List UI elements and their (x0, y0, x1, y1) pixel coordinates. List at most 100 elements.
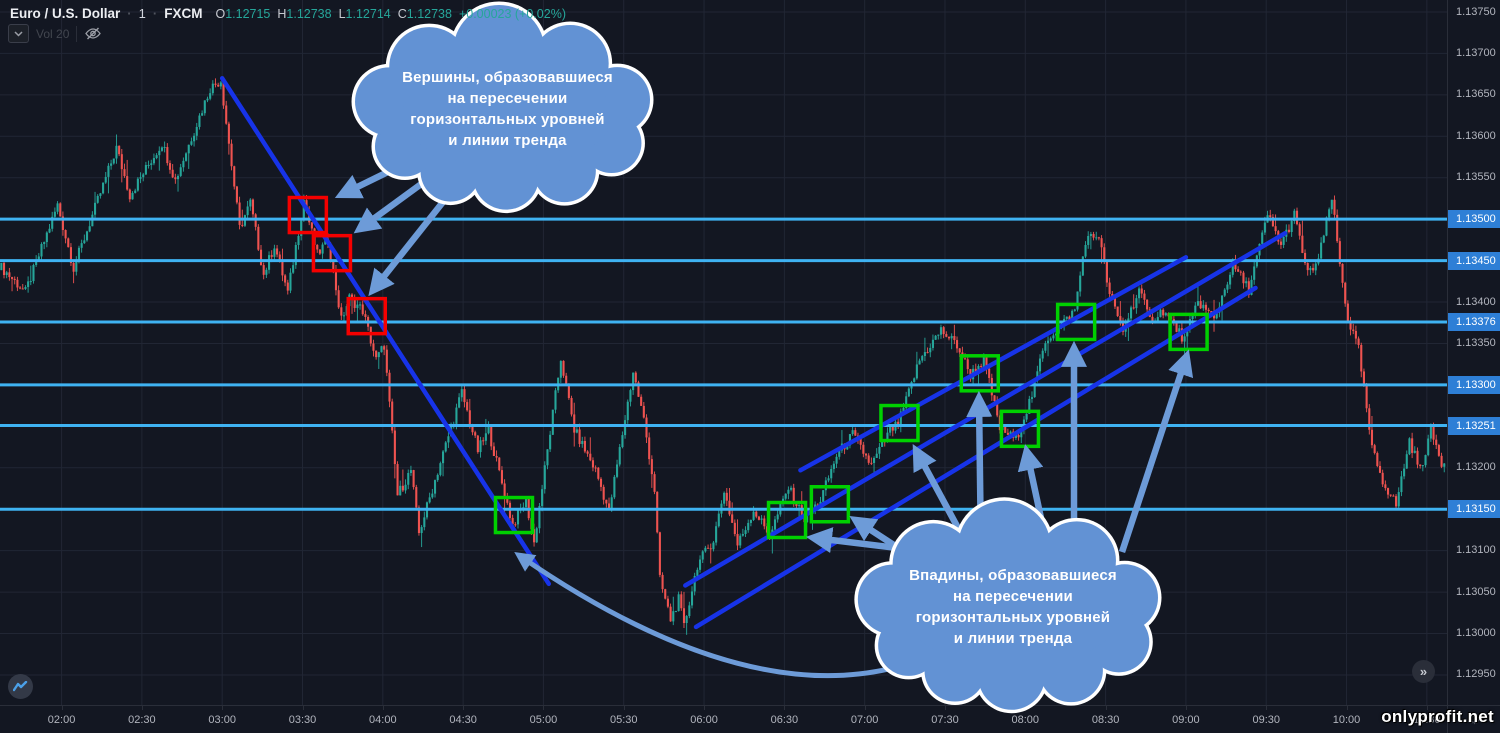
volume-indicator-label: Vol 20 (36, 26, 70, 41)
time-tick-mark (302, 706, 304, 710)
price-tick-label: 1.13000 (1456, 627, 1496, 640)
price-tick-label: 1.13650 (1456, 88, 1496, 101)
time-tick-label: 05:30 (609, 714, 638, 726)
time-tick-mark (543, 706, 545, 710)
callout-text-troughs: Впадины, образовавшиеся на пересечении г… (868, 518, 1158, 695)
time-tick-mark (1426, 706, 1428, 710)
annotation-arrow-4[interactable] (514, 552, 894, 679)
time-tick-label: 02:30 (128, 714, 156, 726)
time-tick-label: 06:30 (770, 714, 799, 726)
open-value: 1.12715 (225, 7, 271, 21)
time-tick-label: 02:00 (47, 714, 76, 726)
open-key: O (215, 7, 226, 21)
time-tick-mark (944, 706, 946, 710)
price-level-badge: 1.13450 (1448, 251, 1500, 270)
symbol-header: Euro / U.S. Dollar · 1 · FXCM O1.12715 H… (10, 6, 566, 21)
callout-line: горизонтальных уровней (915, 608, 1111, 626)
time-tick-label: 10:30 (1413, 714, 1441, 726)
high-key: H (277, 7, 287, 21)
time-tick-label: 03:00 (208, 714, 236, 726)
marker-square-peak-2[interactable] (311, 233, 353, 273)
watermark-text: onlyprofit.net (1381, 707, 1494, 726)
time-tick-label: 07:30 (931, 714, 959, 726)
time-tick-mark (61, 706, 63, 710)
price-level-badge: 1.13376 (1448, 312, 1500, 331)
uptrend-channel-upper[interactable] (798, 255, 1189, 473)
cloud-shape (854, 497, 1162, 714)
price-tick-label: 1.13550 (1456, 171, 1496, 184)
time-tick-label: 08:30 (1091, 714, 1120, 726)
gear-icon[interactable]: ⚙ (1468, 712, 1481, 728)
price-tick-label: 1.13100 (1456, 544, 1496, 557)
eye-hidden-icon[interactable] (84, 26, 102, 41)
price-axis[interactable]: 1.13750 1.13700 1.13650 1.13600 1.13550 1.135… (1447, 0, 1500, 705)
time-tick-mark (864, 706, 866, 710)
price-tick-label: 1.13050 (1456, 585, 1496, 598)
price-level-badge: 1.13251 (1448, 416, 1500, 435)
marker-square-trough-7[interactable] (1055, 302, 1097, 342)
callout-line: на пересечении (447, 89, 568, 107)
time-tick-mark (623, 706, 625, 710)
marker-square-trough-5[interactable] (959, 354, 1001, 393)
time-tick-mark (1346, 706, 1348, 710)
callout-line: на пересечении (953, 587, 1073, 605)
marker-square-peak-3[interactable] (346, 296, 387, 336)
callout-line: горизонтальных уровней (410, 110, 605, 128)
marker-square-trough-2[interactable] (766, 500, 808, 540)
interval-label[interactable]: 1 (138, 6, 146, 21)
exchange-label: FXCM (164, 6, 203, 21)
price-level-badge: 1.13150 (1448, 500, 1500, 519)
time-tick-mark (141, 706, 143, 710)
close-value: 1.12738 (406, 7, 452, 21)
symbol-name[interactable]: Euro / U.S. Dollar (10, 6, 121, 21)
time-tick-mark (1266, 706, 1268, 710)
axis-settings-corner: ⚙ (1447, 705, 1500, 733)
time-tick-label: 09:00 (1172, 714, 1200, 726)
separator: · (127, 6, 132, 21)
uptrend-channel-lower[interactable] (693, 285, 1258, 630)
time-tick-mark (1185, 706, 1187, 710)
time-tick-label: 05:00 (529, 714, 558, 726)
price-tick-label: 1.12950 (1456, 668, 1496, 681)
low-key: L (338, 7, 346, 21)
price-level-badge: 1.13300 (1448, 375, 1500, 394)
price-tick-label: 1.13750 (1456, 5, 1496, 18)
chevron-down-icon[interactable] (8, 24, 29, 43)
marker-square-trough-4[interactable] (879, 403, 920, 443)
horizontal-levels[interactable] (0, 217, 1447, 511)
price-tick-label: 1.13200 (1456, 461, 1496, 474)
marker-square-peak-1[interactable] (287, 195, 329, 235)
change-value: +0.00023 (+0.02%) (458, 7, 566, 21)
annotation-arrow-11[interactable] (1118, 349, 1194, 554)
time-tick-mark (704, 706, 706, 710)
marker-squares[interactable] (287, 195, 1209, 540)
time-tick-label: 07:00 (850, 714, 879, 726)
ohlc-readout: O1.12715 H1.12738 L1.12714 C1.12738 +0.0… (215, 7, 566, 21)
time-tick-label: 09:30 (1252, 714, 1280, 726)
time-tick-label: 04:00 (369, 714, 397, 726)
callout-cloud-peaks[interactable]: Вершины, образовавшиеся на пересечении г… (351, 1, 654, 214)
price-tick-label: 1.13700 (1456, 46, 1496, 59)
low-value: 1.12714 (345, 7, 391, 21)
chart-pane[interactable]: Вершины, образовавшиеся на пересечении г… (0, 0, 1447, 714)
time-tick-label: 03:30 (288, 714, 317, 726)
separator: · (152, 6, 158, 21)
time-axis[interactable]: 02:00 02:30 03:00 03:30 04:00 04:30 05:00 05:30… (0, 705, 1447, 733)
price-tick-label: 1.13600 (1456, 129, 1496, 142)
candlestick-chart-canvas[interactable] (0, 0, 1447, 705)
callout-line: и линии тренда (448, 131, 567, 149)
callout-cloud-troughs[interactable]: Впадины, образовавшиеся на пересечении г… (854, 497, 1162, 714)
go-to-realtime-button[interactable]: » (1412, 660, 1435, 683)
marker-square-trough-3[interactable] (809, 485, 851, 524)
time-tick-mark (1105, 706, 1107, 710)
time-tick-mark (222, 706, 224, 710)
marker-square-trough-1[interactable] (493, 495, 535, 535)
trend-logo-button[interactable] (8, 674, 33, 699)
time-tick-label: 08:00 (1011, 714, 1040, 726)
close-key: C (397, 7, 407, 21)
price-level-badge: 1.13500 (1448, 210, 1500, 229)
time-tick-mark (463, 706, 465, 710)
divider (76, 25, 78, 42)
callout-text-peaks: Вершины, образовавшиеся на пересечении г… (365, 22, 650, 195)
